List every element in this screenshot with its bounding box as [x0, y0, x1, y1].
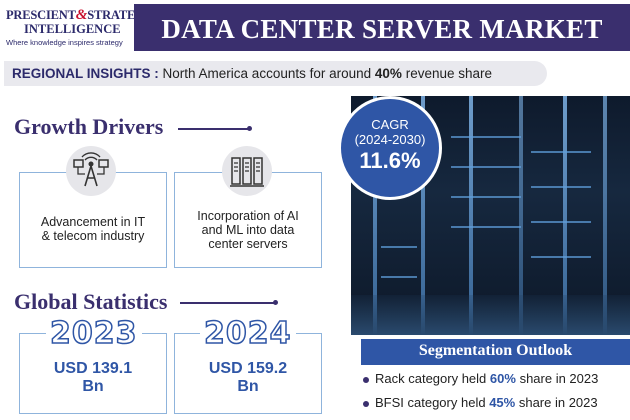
growth-driver-label: Advancement in IT & telecom industry	[40, 215, 146, 243]
segmentation-item: Rack category held 60% share in 2023	[363, 371, 598, 386]
growth-drivers-title: Growth Drivers	[14, 114, 164, 139]
server-icon	[222, 146, 272, 196]
growth-drivers-rule	[178, 128, 248, 130]
regional-share-value: 40%	[374, 66, 402, 81]
global-statistics-title: Global Statistics	[14, 289, 168, 314]
stat-year: 2024	[200, 315, 296, 352]
bullet-dot	[363, 400, 369, 407]
growth-drivers-rule-dot	[247, 126, 252, 131]
logo-line-2: INTELLIGENCE	[24, 22, 121, 36]
cagr-label: CAGR	[371, 117, 409, 132]
segmentation-item: BFSI category held 45% share in 2023	[363, 395, 598, 410]
growth-driver-card-2: Incorporation of AI and ML into data cen…	[174, 172, 322, 268]
page-title: DATA CENTER SERVER MARKET	[161, 14, 603, 44]
stat-value: USD 139.1 Bn	[53, 360, 133, 395]
logo-tagline: Where knowledge inspires strategy	[6, 38, 123, 47]
segmentation-banner: Segmentation Outlook	[361, 339, 630, 365]
cagr-badge: CAGR (2024-2030) 11.6%	[338, 96, 442, 200]
regional-insights-bar: REGIONAL INSIGHTS : North America accoun…	[4, 61, 547, 86]
stat-year: 2023	[46, 315, 142, 352]
segmentation-title: Segmentation Outlook	[418, 342, 573, 359]
global-statistics-rule-dot	[273, 300, 278, 305]
global-statistics-rule	[180, 302, 274, 304]
stat-value: USD 159.2 Bn	[208, 360, 288, 395]
telecom-tower-icon	[66, 146, 116, 196]
data-center-photo	[351, 96, 630, 335]
cagr-value: 11.6%	[359, 148, 421, 173]
growth-driver-label: Incorporation of AI and ML into data cen…	[197, 209, 299, 251]
regional-insights-label: REGIONAL INSIGHTS :	[12, 66, 159, 81]
regional-insights-text: REGIONAL INSIGHTS : North America accoun…	[12, 66, 493, 81]
header-banner: DATA CENTER SERVER MARKET	[134, 4, 630, 51]
cagr-period: (2024-2030)	[354, 132, 426, 147]
bullet-dot	[363, 376, 369, 383]
brand-logo: PRESCIENT&STRATEGIC INTELLIGENCE Where k…	[6, 4, 158, 48]
